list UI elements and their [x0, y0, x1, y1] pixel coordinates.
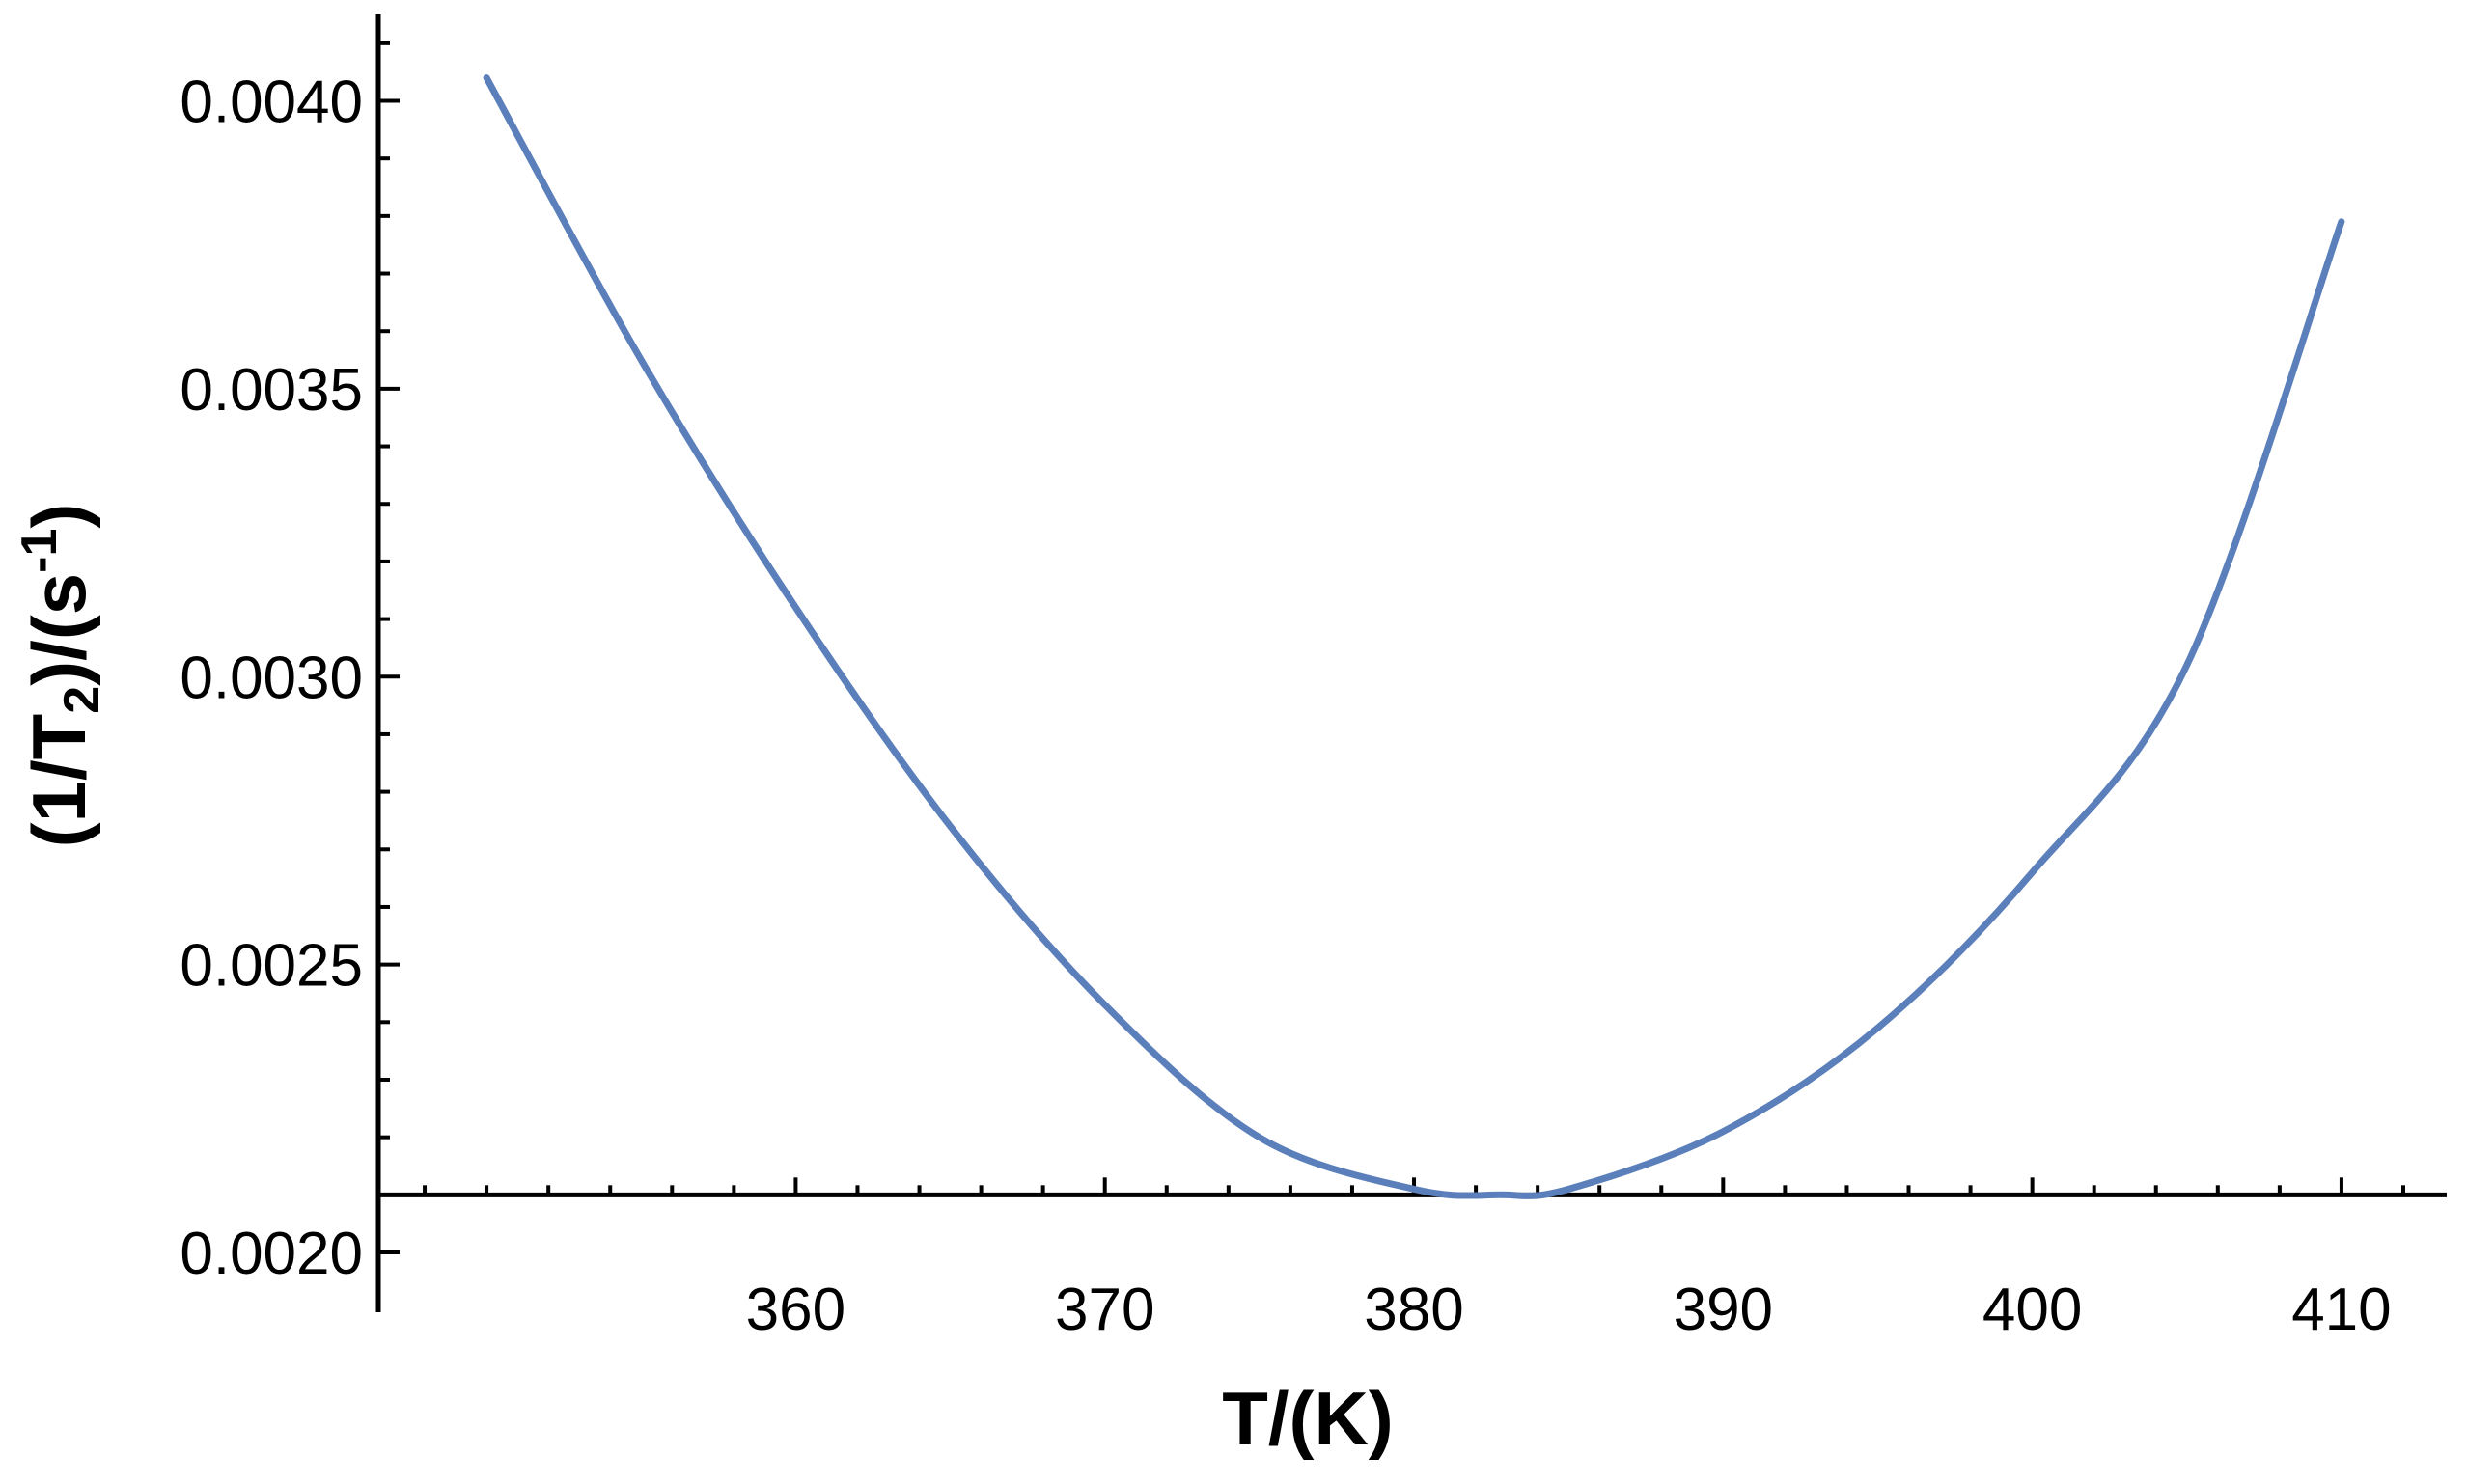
y-tick-label: 0.0035 [180, 357, 363, 424]
y-tick-label: 0.0030 [180, 645, 363, 711]
y-axis-title-suffix: ) [16, 504, 101, 529]
y-axis-title-prefix: (1/T [16, 714, 101, 848]
x-tick-label: 400 [1982, 1277, 2082, 1343]
y-axis-title-subscript: 2 [54, 686, 110, 714]
y-axis-title-middle: )/(s [16, 573, 101, 686]
x-axis-title: T/(K) [1222, 1376, 1394, 1461]
ticks [378, 41, 2405, 1254]
axes [375, 14, 2447, 1312]
x-tick-label: 360 [746, 1277, 845, 1343]
series-line [483, 74, 2345, 1199]
series-layer [483, 74, 2345, 1199]
y-tick-label: 0.0040 [180, 69, 363, 136]
tick-labels: 360 370 380 390 400 410 0.0020 0.0025 0.0030 0.00… [180, 69, 2391, 1343]
x-tick-label: 380 [1364, 1277, 1463, 1343]
y-axis-title-superscript: -1 [12, 529, 68, 573]
y-axis-title: (1/T2)/(s-1) [12, 504, 110, 848]
y-tick-label: 0.0025 [180, 933, 363, 1000]
y-tick-label: 0.0020 [180, 1221, 363, 1287]
x-tick-label: 390 [1674, 1277, 1773, 1343]
x-tick-label: 370 [1055, 1277, 1154, 1343]
x-tick-label: 410 [2291, 1277, 2391, 1343]
